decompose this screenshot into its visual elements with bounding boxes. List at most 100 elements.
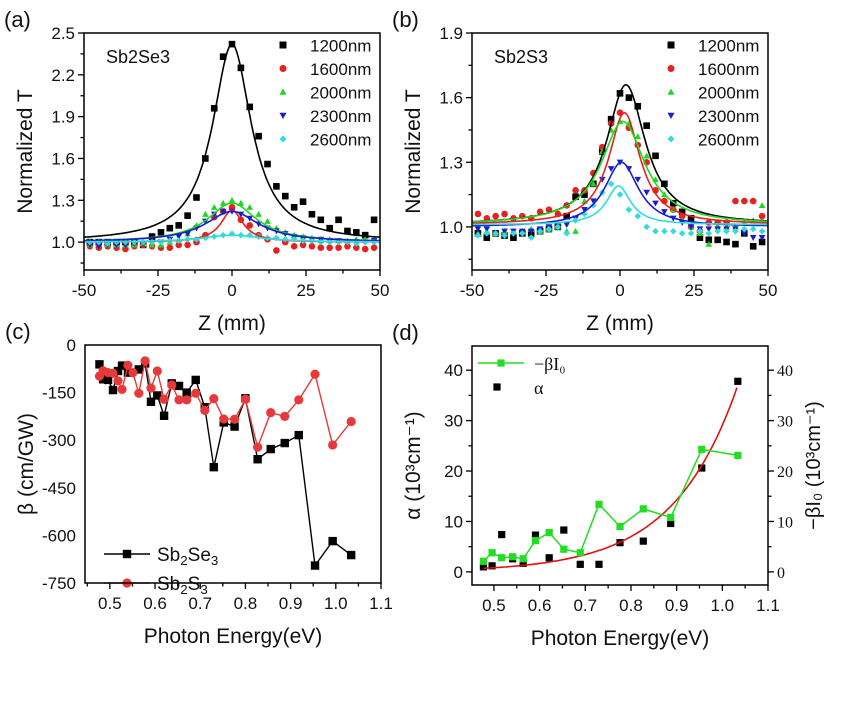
data-point — [210, 104, 218, 112]
subscript: 2 — [180, 553, 187, 568]
legend: 1200nm 1600nm 2000nm 2300nm 2600nm — [667, 37, 759, 150]
x-axis-title: Z (mm) — [586, 312, 654, 335]
legend-marker — [667, 41, 675, 49]
data-point — [734, 377, 742, 385]
series-2300nm — [474, 159, 766, 241]
data-point — [652, 227, 659, 235]
data-point — [598, 148, 606, 155]
data-point — [219, 208, 227, 215]
data-point — [159, 411, 169, 420]
data-point — [590, 198, 597, 205]
data-point — [687, 224, 695, 231]
panel-d: (d) 0.5 0.6 0.7 0.8 0.9 1.0 1.1 0 10 20 30 40 0 10 20 30… — [392, 320, 825, 650]
data-point — [280, 411, 290, 421]
data-point — [527, 228, 535, 235]
x-tick-label: 1.1 — [369, 594, 393, 613]
fit-curve-2600nm — [472, 185, 768, 226]
data-point — [758, 235, 766, 241]
data-point — [134, 365, 143, 374]
sample-label-b: Sb2S3 — [494, 47, 548, 67]
legend-marker — [667, 65, 675, 72]
data-point — [308, 210, 316, 218]
legend-label: α — [534, 378, 544, 398]
data-point — [758, 202, 766, 209]
y-tick-label: -300 — [42, 431, 76, 450]
data-point — [202, 210, 209, 217]
data-point — [661, 227, 668, 235]
data-point — [669, 199, 677, 207]
data-point — [310, 369, 320, 379]
data-point — [598, 176, 606, 183]
data-point — [563, 230, 571, 237]
data-point — [108, 385, 118, 395]
data-point — [210, 211, 218, 218]
data-point — [474, 232, 482, 239]
data-point — [527, 234, 535, 241]
x-tick-label: 0.6 — [143, 594, 167, 613]
data-point — [634, 102, 642, 110]
legend-marker — [279, 88, 287, 95]
legend-marker — [122, 549, 132, 559]
data-point — [184, 212, 191, 219]
y-axis-title: Normalized T — [14, 89, 37, 214]
legend-label: Sb2S3 — [157, 574, 208, 597]
data-point — [290, 243, 298, 250]
fit-curve-1600nm — [84, 209, 380, 243]
data-point — [228, 230, 236, 238]
x-axis-title: Z (mm) — [198, 312, 266, 335]
data-point — [273, 234, 280, 242]
data-point — [643, 223, 650, 231]
legend-label: 2300nm — [698, 107, 759, 126]
data-point — [123, 368, 133, 377]
data-point — [346, 550, 356, 560]
data-point — [643, 152, 650, 159]
data-point — [237, 199, 245, 206]
x-tick-label: -50 — [72, 281, 97, 300]
data-point — [474, 226, 482, 233]
data-point — [536, 227, 544, 235]
data-point — [652, 200, 659, 207]
data-point — [519, 555, 527, 563]
plot-area — [472, 83, 768, 250]
data-point — [479, 563, 488, 571]
legend-marker — [667, 88, 675, 95]
data-point — [590, 180, 597, 187]
data-point — [328, 440, 338, 450]
data-point — [492, 212, 499, 220]
data-point — [103, 375, 113, 385]
x-tick-label: 0.5 — [98, 594, 122, 613]
data-point — [531, 537, 540, 545]
plot-frame — [471, 32, 769, 271]
y-tick-label: -450 — [42, 479, 76, 498]
data-point — [741, 230, 748, 237]
data-point — [581, 191, 588, 198]
exponential-fit-curve — [483, 387, 738, 570]
data-point — [749, 235, 757, 241]
x-tick-label: 0.5 — [482, 596, 506, 615]
series-beta-I0 — [479, 445, 742, 565]
data-point — [157, 229, 165, 236]
data-point — [572, 227, 579, 234]
legend-label: 2000nm — [310, 84, 371, 103]
data-point — [749, 243, 757, 250]
data-point — [280, 438, 289, 448]
legend-label: Sb2Se3 — [157, 545, 218, 568]
data-point — [723, 227, 730, 235]
plot-frame — [83, 32, 381, 271]
data-point — [643, 122, 650, 129]
series-1600nm — [474, 109, 766, 235]
text-span: Se — [188, 545, 211, 566]
x-tick-label: -50 — [460, 281, 485, 300]
data-point — [290, 203, 298, 211]
data-point — [108, 368, 118, 378]
subscript: 3 — [211, 553, 218, 568]
text-span: Sb — [157, 545, 180, 566]
data-point — [595, 560, 603, 568]
data-point — [483, 230, 491, 237]
text-span: Sb — [157, 574, 180, 595]
y-tick-label: 0 — [454, 563, 463, 582]
fit-curve-1200nm — [472, 83, 768, 223]
y-tick-label: 1.3 — [439, 153, 463, 172]
data-point — [563, 212, 571, 220]
data-point — [370, 244, 378, 251]
